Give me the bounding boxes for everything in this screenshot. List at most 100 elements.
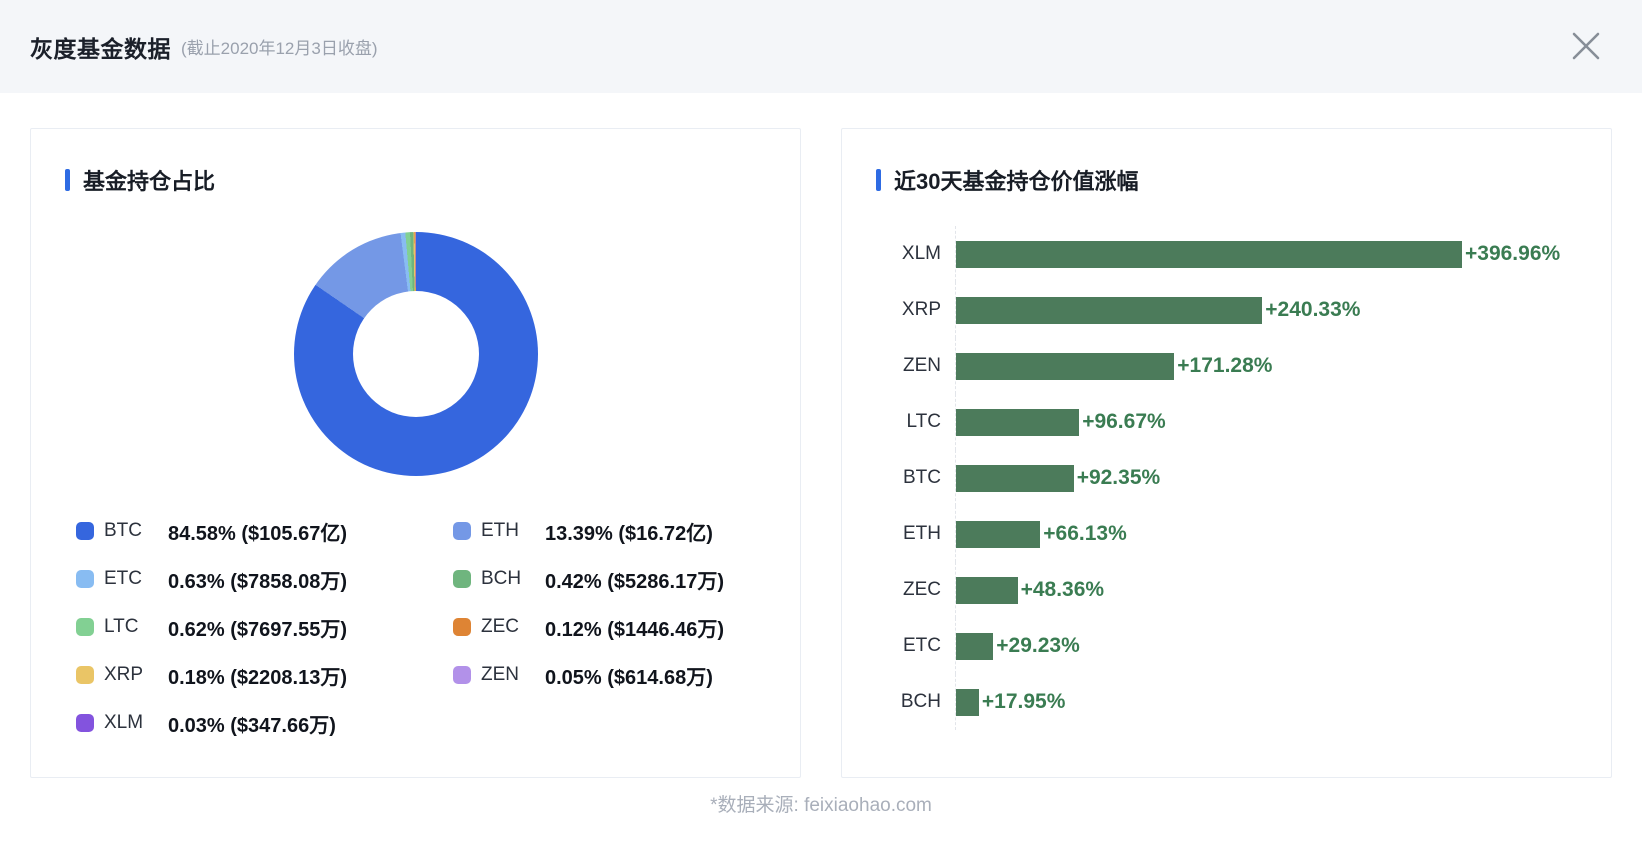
legend-swatch <box>453 570 471 588</box>
legend-column-left: BTC 84.58% ($105.67亿) ETC 0.63% ($7858.08万)… <box>76 519 453 737</box>
bar-fill <box>956 464 1074 492</box>
legend-value: 0.05% ($614.68万) <box>545 666 713 689</box>
legend-item-ltc: LTC 0.62% ($7697.55万) <box>76 615 453 641</box>
bar-track: +48.36% <box>955 562 1577 618</box>
bar-row-xlm: XLM +396.96% <box>876 226 1577 282</box>
donut-legend: BTC 84.58% ($105.67亿) ETC 0.63% ($7858.08万)… <box>65 519 766 737</box>
legend-swatch <box>76 714 94 732</box>
bar-row-zen: ZEN +171.28% <box>876 338 1577 394</box>
cards-row: 基金持仓占比 BTC 84.58% ($105.67亿) ETC 0.63% ($78… <box>30 128 1612 778</box>
bar-track: +171.28% <box>955 338 1577 394</box>
bar-value-label: +240.33% <box>1265 298 1361 321</box>
legend-swatch <box>76 522 94 540</box>
bar-row-bch: BCH +17.95% <box>876 674 1577 730</box>
legend-column-right: ETH 13.39% ($16.72亿) BCH 0.42% ($5286.17万) Z… <box>453 519 724 735</box>
legend-coin-label: BTC <box>104 520 142 541</box>
bar-category-label: ZEN <box>903 355 941 376</box>
legend-item-xrp: XRP 0.18% ($2208.13万) <box>76 663 453 689</box>
bar-track: +29.23% <box>955 618 1577 674</box>
bar-row-eth: ETH +66.13% <box>876 506 1577 562</box>
donut-card-title: 基金持仓占比 <box>83 169 216 194</box>
bar-fill <box>956 296 1263 324</box>
bar-value-label: +17.95% <box>981 690 1066 713</box>
title-marker <box>876 169 881 191</box>
close-button[interactable] <box>1566 26 1606 66</box>
legend-coin-label: ZEC <box>481 616 519 637</box>
bar-row-etc: ETC +29.23% <box>876 618 1577 674</box>
legend-coin-label: XLM <box>104 712 144 733</box>
bar-value-label: +396.96% <box>1465 242 1561 265</box>
legend-item-etc: ETC 0.63% ($7858.08万) <box>76 567 453 593</box>
legend-coin-label: ETC <box>104 568 142 589</box>
bar-track: +92.35% <box>955 450 1577 506</box>
legend-item-xlm: XLM 0.03% ($347.66万) <box>76 711 453 737</box>
legend-swatch <box>453 618 471 636</box>
bar-category-label: BCH <box>900 691 941 712</box>
legend-coin-label: ETH <box>481 520 519 541</box>
bar-value-label: +48.36% <box>1020 578 1105 601</box>
bar-category-label: ETC <box>903 635 941 656</box>
legend-swatch <box>76 570 94 588</box>
legend-value: 0.12% ($1446.46万) <box>545 618 725 641</box>
bar-fill <box>956 688 979 716</box>
page-title: 灰度基金数据 <box>30 35 171 62</box>
legend-item-btc: BTC 84.58% ($105.67亿) <box>76 519 453 545</box>
close-icon <box>1572 32 1600 60</box>
legend-swatch <box>453 666 471 684</box>
bar-category-label: XRP <box>901 299 941 320</box>
bar-fill <box>956 632 994 660</box>
bar-track: +66.13% <box>955 506 1577 562</box>
bar-chart: XLM +396.96% XRP +240.33% ZEN +171.28% LTC +96.… <box>876 226 1577 730</box>
legend-coin-label: ZEN <box>481 664 519 685</box>
legend-value: 0.62% ($7697.55万) <box>168 618 348 641</box>
bar-value-label: +29.23% <box>996 634 1080 657</box>
donut-chart-wrap <box>65 232 766 476</box>
legend-item-eth: ETH 13.39% ($16.72亿) <box>453 519 724 545</box>
bar-fill <box>956 240 1462 268</box>
bar-fill <box>956 520 1041 548</box>
legend-coin-label: XRP <box>104 664 144 685</box>
bar-row-xrp: XRP +240.33% <box>876 282 1577 338</box>
bar-value-label: +96.67% <box>1082 410 1166 433</box>
bar-row-btc: BTC +92.35% <box>876 450 1577 506</box>
bar-track: +396.96% <box>955 226 1577 282</box>
legend-value: 84.58% ($105.67亿) <box>168 522 348 545</box>
bar-category-label: LTC <box>906 411 941 432</box>
legend-item-zen: ZEN 0.05% ($614.68万) <box>453 663 724 689</box>
bar-track: +17.95% <box>955 674 1577 730</box>
bar-track: +96.67% <box>955 394 1577 450</box>
legend-swatch <box>76 666 94 684</box>
bar-category-label: XLM <box>901 243 941 264</box>
legend-value: 0.03% ($347.66万) <box>168 714 336 737</box>
legend-item-zec: ZEC 0.12% ($1446.46万) <box>453 615 725 641</box>
bar-row-zec: ZEC +48.36% <box>876 562 1577 618</box>
bar-category-label: ZEC <box>903 579 941 600</box>
bar-card-title-row: 近30天基金持仓价值涨幅 <box>876 164 1577 196</box>
data-source-note: *数据来源: feixiaohao.com <box>710 795 932 816</box>
title-marker <box>65 169 70 191</box>
bar-card: 近30天基金持仓价值涨幅 XLM +396.96% XRP +240.33% ZEN +1… <box>841 128 1612 778</box>
bar-fill <box>956 352 1175 380</box>
legend-swatch <box>453 522 471 540</box>
bar-value-label: +171.28% <box>1177 354 1273 377</box>
bar-card-title: 近30天基金持仓价值涨幅 <box>894 169 1139 194</box>
legend-value: 0.42% ($5286.17万) <box>545 570 725 593</box>
bar-value-label: +66.13% <box>1043 522 1127 545</box>
legend-value: 13.39% ($16.72亿) <box>545 522 713 545</box>
legend-item-bch: BCH 0.42% ($5286.17万) <box>453 567 725 593</box>
legend-value: 0.63% ($7858.08万) <box>168 570 348 593</box>
bar-category-label: BTC <box>903 467 941 488</box>
page-subtitle: (截止2020年12月3日收盘) <box>181 39 378 58</box>
donut-card: 基金持仓占比 BTC 84.58% ($105.67亿) ETC 0.63% ($78… <box>30 128 801 778</box>
modal-header: 灰度基金数据 (截止2020年12月3日收盘) <box>0 0 1642 93</box>
donut-ring <box>293 232 538 476</box>
bar-track: +240.33% <box>955 282 1577 338</box>
donut-hole <box>352 291 479 417</box>
legend-coin-label: BCH <box>481 568 522 589</box>
legend-coin-label: LTC <box>104 616 139 637</box>
donut-card-title-row: 基金持仓占比 <box>65 164 766 196</box>
legend-value: 0.18% ($2208.13万) <box>168 666 348 689</box>
bar-fill <box>956 408 1080 436</box>
bar-category-label: ETH <box>903 523 941 544</box>
bar-fill <box>956 576 1018 604</box>
